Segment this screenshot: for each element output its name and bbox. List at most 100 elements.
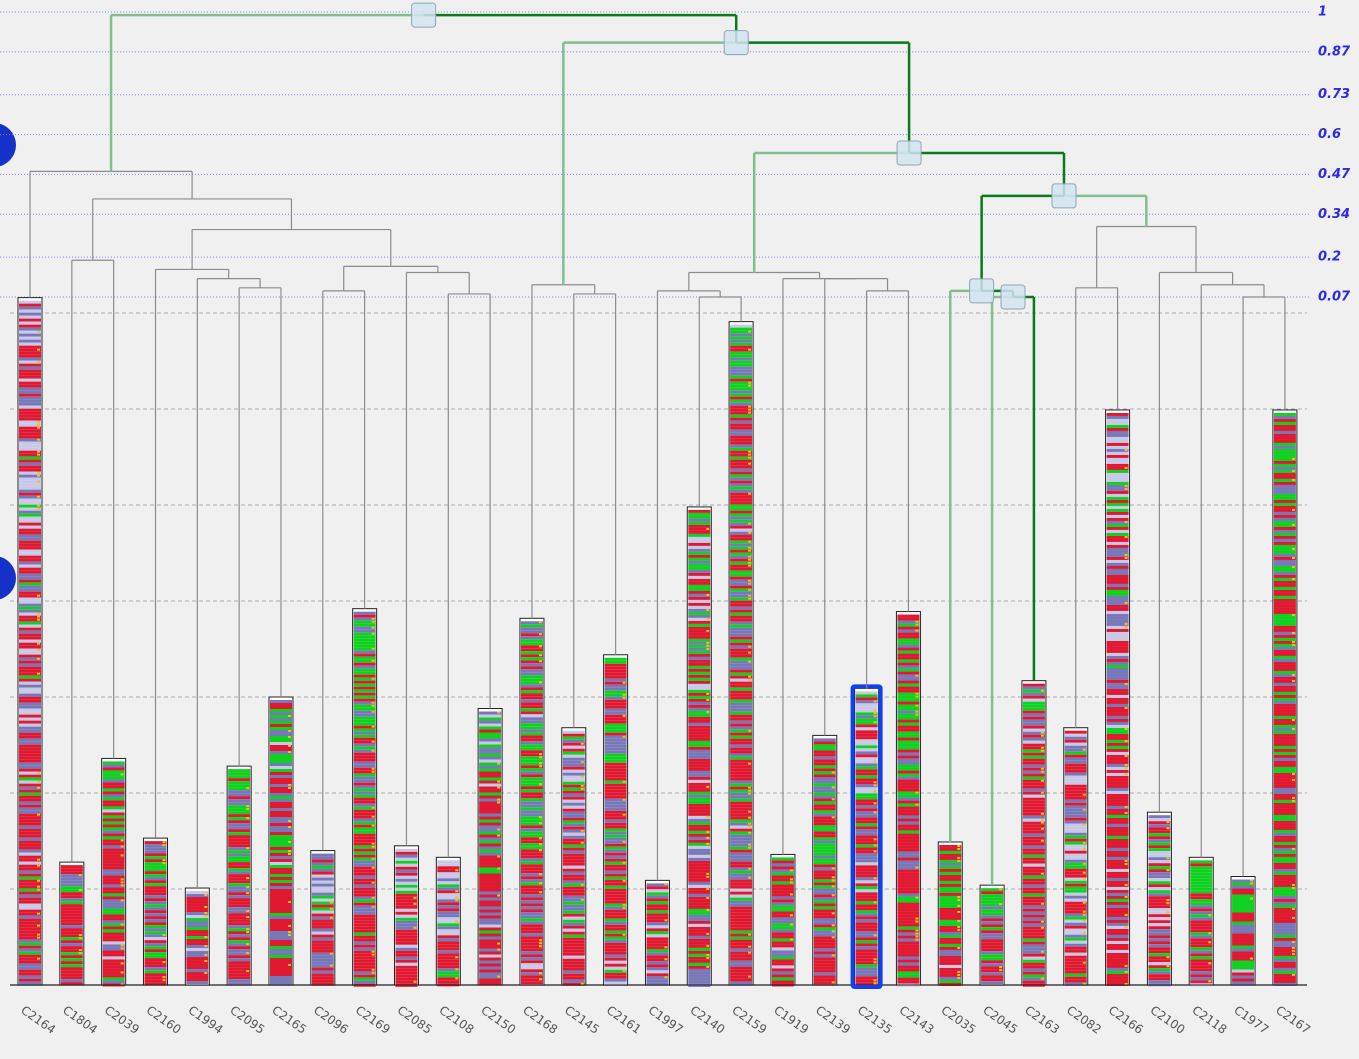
stripe-dot	[1124, 727, 1128, 730]
stripe	[1148, 869, 1171, 873]
stripe	[19, 399, 41, 403]
stripe	[1148, 950, 1171, 954]
stripe	[19, 354, 41, 358]
stripe	[646, 964, 669, 968]
stripe	[269, 727, 292, 730]
stripe	[19, 414, 41, 418]
stripe	[1064, 979, 1087, 983]
stripe	[939, 931, 962, 935]
stripe	[897, 815, 920, 819]
stripe	[479, 891, 502, 895]
stripe-dot	[831, 936, 835, 939]
stripe	[1106, 460, 1129, 464]
stripe	[730, 480, 753, 484]
stripe	[311, 976, 334, 980]
y-tick-label: 0.6	[1318, 127, 1341, 142]
stripe	[855, 880, 878, 884]
stripe-dot	[748, 816, 752, 819]
stripe	[897, 842, 920, 846]
stripe	[1148, 851, 1171, 855]
stripe	[353, 836, 376, 840]
stripe	[604, 918, 627, 922]
stripe	[813, 936, 836, 940]
stripe	[730, 555, 753, 559]
stripe	[19, 633, 41, 637]
stripe-dot	[329, 964, 333, 967]
stripe	[395, 938, 418, 942]
stripe	[688, 887, 711, 891]
stripe	[1106, 841, 1129, 845]
stripe-dot	[706, 815, 710, 818]
stripe-dot	[371, 953, 375, 956]
stripe	[562, 949, 585, 953]
stripe	[269, 748, 292, 751]
stripe-dot	[1124, 913, 1128, 916]
stripe	[813, 960, 836, 964]
stripe	[19, 975, 41, 979]
stripe	[981, 981, 1004, 985]
stripe	[228, 931, 251, 935]
stripe-dot	[1040, 926, 1044, 929]
stripe	[855, 922, 878, 926]
stripe	[395, 959, 418, 963]
stripe-dot	[622, 879, 626, 882]
stripe	[730, 453, 753, 457]
stripe	[228, 967, 251, 971]
stripe	[269, 742, 292, 745]
stripe	[1022, 770, 1045, 774]
stripe	[771, 923, 794, 927]
stripe	[1106, 763, 1129, 767]
stripe	[1022, 941, 1045, 945]
stripe	[688, 593, 711, 597]
stripe	[19, 708, 41, 712]
stripe	[353, 782, 376, 786]
stripe	[646, 934, 669, 938]
stripe	[228, 976, 251, 980]
stripe	[19, 492, 41, 496]
stripe	[437, 977, 460, 981]
stripe	[520, 819, 543, 823]
stripe	[771, 911, 794, 915]
stripe	[1106, 469, 1129, 473]
stripe	[395, 932, 418, 936]
stripe-dot	[1291, 457, 1295, 460]
stripe	[688, 629, 711, 633]
stripe-dot	[915, 866, 919, 869]
stripe	[562, 862, 585, 866]
stripe	[897, 917, 920, 921]
stripe	[897, 863, 920, 867]
stripe	[897, 752, 920, 756]
stripe	[520, 786, 543, 790]
stripe	[1106, 916, 1129, 920]
stripe	[353, 962, 376, 966]
stripe	[1064, 835, 1087, 839]
stripe	[730, 519, 753, 523]
stripe	[228, 859, 251, 863]
stripe	[19, 405, 41, 409]
stripe-dot	[748, 582, 752, 585]
stripe	[479, 867, 502, 871]
stripe	[688, 779, 711, 783]
stripe	[19, 369, 41, 373]
stripe-dot	[706, 896, 710, 899]
stripe	[102, 788, 125, 792]
stripe	[395, 974, 418, 978]
stripe-dot	[1208, 962, 1212, 965]
stripe	[1022, 953, 1045, 957]
stripe	[730, 561, 753, 565]
stripe	[1106, 475, 1129, 479]
stripe	[353, 662, 376, 666]
stripe-dot	[873, 802, 877, 805]
stripe	[520, 891, 543, 895]
stripe-dot	[622, 840, 626, 843]
stripe	[1273, 961, 1296, 965]
stripe-dot	[120, 962, 124, 965]
stripe	[730, 696, 753, 700]
stripe	[1273, 754, 1296, 758]
stripe	[1106, 766, 1129, 770]
stripe	[897, 614, 920, 618]
stripe	[813, 951, 836, 955]
stripe	[939, 946, 962, 950]
stripe	[855, 754, 878, 758]
stripe	[1106, 676, 1129, 680]
